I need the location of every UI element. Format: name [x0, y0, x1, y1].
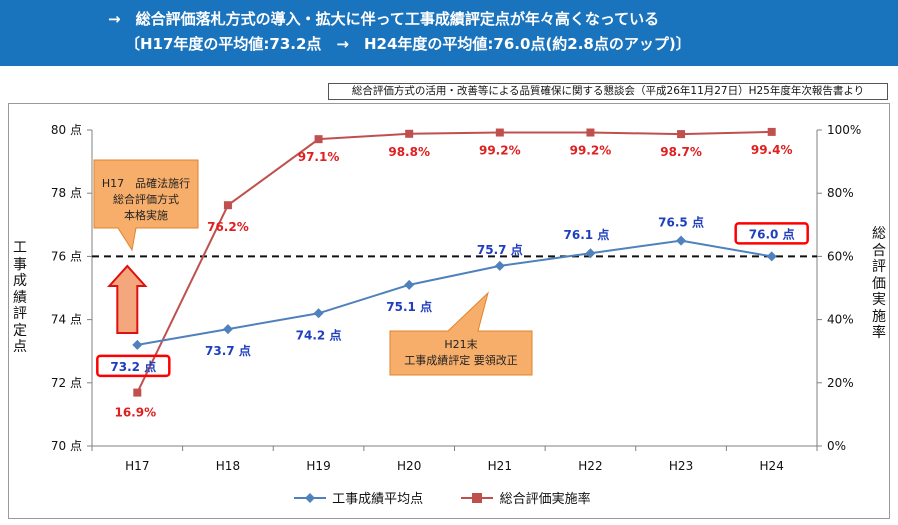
callout-h21-line: 工事成績評定 要領改正 [404, 354, 518, 367]
series-rate-data-label: 98.8% [388, 145, 430, 159]
y-left-tick-label: 74 点 [51, 313, 82, 327]
legend: 工事成績平均点 総合評価実施率 [292, 488, 591, 507]
x-tick-label: H19 [306, 459, 330, 473]
y-right-label: 総合評価実施率 [872, 226, 886, 341]
x-tick-label: H23 [669, 459, 693, 473]
header-line-1: → 総合評価落札方式の導入・拡大に伴って工事成績評定点が年々高くなっている [108, 10, 660, 28]
series-score-data-label: 76.5 点 [658, 215, 704, 230]
series-score-data-label: 73.2 点 [110, 359, 156, 374]
series-rate-data-label: 98.7% [660, 145, 702, 159]
series-rate-data-label: 99.4% [751, 143, 793, 157]
series-score-point [313, 308, 324, 319]
series-rate-point [223, 201, 232, 210]
x-tick-label: H22 [578, 459, 602, 473]
series-score-point [494, 260, 505, 271]
series-score-point [222, 324, 233, 335]
callout-h21-shape [389, 291, 533, 376]
callout-h17-shape [93, 159, 199, 252]
series-score-data-label: 75.1 点 [386, 299, 432, 314]
series-rate-data-label: 99.2% [479, 144, 521, 158]
series-rate-data-label: 97.1% [298, 150, 340, 164]
series-rate-line [136, 130, 772, 394]
x-tick-label: H21 [488, 459, 512, 473]
series-score-point [585, 248, 596, 259]
series-rate-point [133, 388, 142, 397]
series-score-data-label: 73.7 点 [205, 343, 251, 358]
series-rate-data-label: 99.2% [570, 144, 612, 158]
y-left-tick-label: 76 点 [51, 249, 82, 263]
y-right-tick-label: 40% [827, 313, 854, 327]
series-score-data-label: 76.1 点 [564, 227, 610, 242]
series-rate-data-label: 76.2% [207, 220, 249, 234]
series-rate-point [405, 129, 414, 138]
highlight-box [734, 222, 809, 245]
y-left-label: 工事成績評定点 [13, 240, 27, 355]
callout-h17-line: 総合評価方式 [113, 193, 179, 206]
improvement-arrow-icon [107, 264, 148, 334]
callout-h21: H21末工事成績評定 要領改正 [392, 337, 530, 369]
y-right-tick-label: 60% [827, 249, 854, 263]
series-score-data-label: 75.7 点 [477, 242, 523, 257]
legend-rate-marker [461, 492, 494, 503]
x-tick-label: H24 [760, 459, 784, 473]
series-score-data-label: 74.2 点 [296, 327, 342, 342]
series-score-point [132, 339, 143, 350]
y-left-tick-label: 80 点 [51, 123, 82, 137]
series-score-point [766, 251, 777, 262]
callout-h17: H17 品確法施行 総合評価方式 本格実施 [92, 176, 200, 224]
series-rate-point [677, 130, 686, 139]
series-score-line [137, 239, 772, 346]
callout-h17-line: 本格実施 [124, 209, 168, 222]
y-left-tick-label: 72 点 [51, 376, 82, 390]
y-right-tick-label: 80% [827, 186, 854, 200]
series-score-data-label: 76.0 点 [749, 226, 795, 241]
header-banner: → 総合評価落札方式の導入・拡大に伴って工事成績評定点が年々高くなっている 〔H… [0, 0, 898, 66]
series-score-point [404, 279, 415, 290]
legend-score-label: 工事成績平均点 [332, 492, 424, 507]
series-rate-data-label: 16.9% [114, 406, 156, 420]
x-tick-label: H18 [216, 459, 240, 473]
series-rate-point [495, 128, 504, 137]
chart-frame [8, 103, 890, 519]
series-score-point [676, 235, 687, 246]
y-right-tick-label: 0% [827, 439, 846, 453]
highlight-box [96, 354, 171, 378]
callout-h17-line: H17 品確法施行 [101, 177, 191, 190]
y-left-tick-label: 70 点 [51, 439, 82, 453]
series-rate-point [767, 127, 776, 136]
series-rate-point [314, 135, 323, 144]
series-rate-point [586, 128, 595, 137]
y-right-tick-label: 100% [827, 123, 861, 137]
source-note: 総合評価方式の活用・改善等による品質確保に関する懇談会（平成26年11月27日）… [328, 83, 888, 100]
x-tick-label: H17 [125, 459, 149, 473]
legend-rate-label: 総合評価実施率 [499, 492, 591, 507]
x-tick-label: H20 [397, 459, 421, 473]
legend-score-marker [294, 492, 326, 503]
y-right-tick-label: 20% [827, 376, 854, 390]
y-left-tick-label: 78 点 [51, 186, 82, 200]
callout-h21-line: H21末 [444, 338, 478, 351]
header-line-2: 〔H17年度の平均値:73.2点 → H24年度の平均値:76.0点(約2.8点… [125, 35, 691, 53]
